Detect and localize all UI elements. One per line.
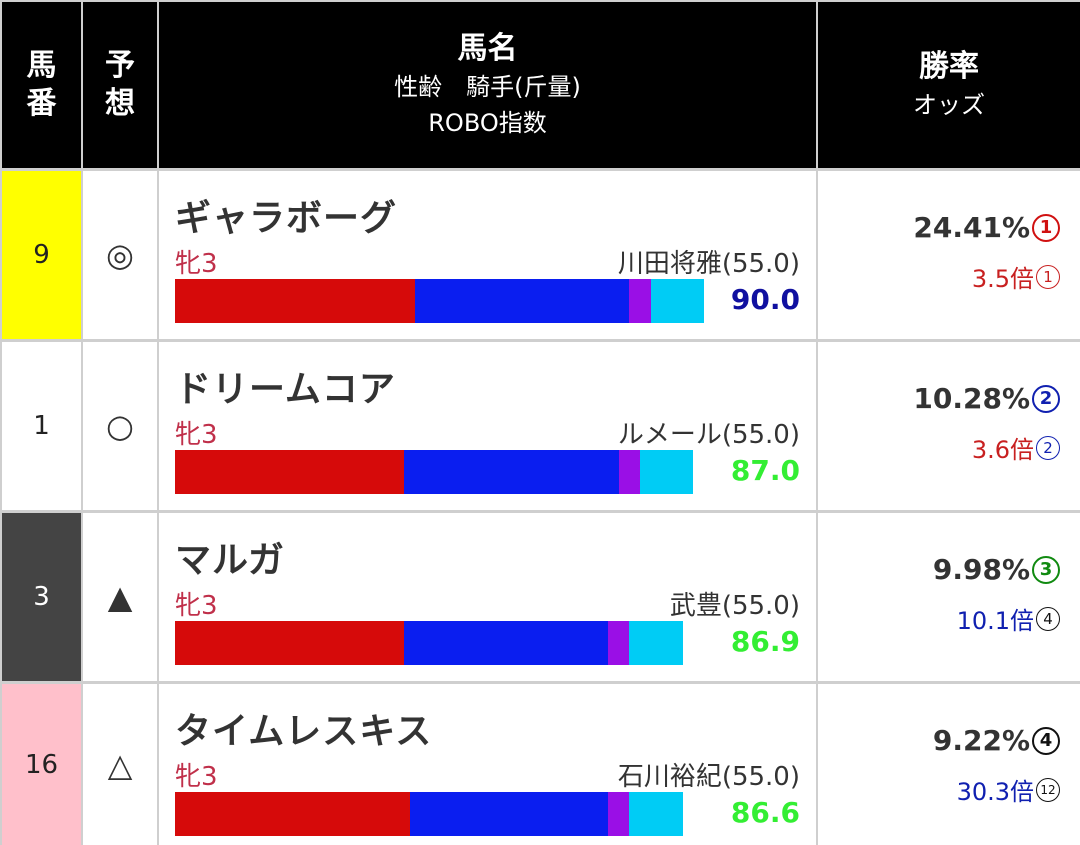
prediction-mark: △ <box>107 745 133 784</box>
horse-number-cell: 3 <box>2 513 81 681</box>
odds-rank-badge: 1 <box>1036 264 1060 289</box>
header-horse-name: 馬名 性齢 騎手(斤量) ROBO指数 <box>159 2 816 168</box>
horse-number-cell: 9 <box>2 171 81 339</box>
header-yoso-char-2: 想 <box>105 86 135 121</box>
jockey-weight: 川田将雅(55.0) <box>617 249 800 279</box>
win-rate-rank-badge: 1 <box>1032 213 1060 242</box>
robo-index-bar <box>175 792 683 836</box>
odds-value: 3.5倍 <box>971 265 1034 293</box>
robo-index-score: 86.9 <box>730 625 800 658</box>
robo-index-bar-segment-3 <box>608 792 629 836</box>
robo-index-bar-segment-3 <box>619 450 640 494</box>
win-rate: 10.28% 2 <box>913 382 1060 415</box>
win-rate: 9.22% 4 <box>933 724 1060 757</box>
win-rate-value: 9.22% <box>932 724 1030 757</box>
prediction-mark: ▲ <box>107 578 133 616</box>
prediction-mark-cell: ○ <box>83 342 157 510</box>
header-umaban-char-2: 番 <box>26 86 57 121</box>
horse-name[interactable]: ドリームコア <box>175 369 396 410</box>
robo-index-bar-segment-3 <box>608 621 629 665</box>
robo-index-bar <box>175 621 683 665</box>
horse-number-cell: 16 <box>2 684 81 845</box>
header-umaban: 馬 番 <box>2 2 81 168</box>
prediction-mark-cell: ▲ <box>83 513 157 681</box>
horse-number: 16 <box>24 749 59 780</box>
robo-index-bar-segment-4 <box>629 621 683 665</box>
horse-name[interactable]: タイムレスキス <box>175 711 433 752</box>
horse-info-cell[interactable]: ドリームコア 牝3 ルメール(55.0) 87.0 <box>159 342 816 510</box>
win-rate-cell: 24.41% 1 3.5倍 1 <box>818 171 1080 339</box>
odds: 10.1倍 4 <box>957 601 1060 636</box>
win-rate-rank-badge: 3 <box>1032 555 1060 584</box>
header-yoso: 予 想 <box>83 2 157 168</box>
sex-age: 牝3 <box>175 249 218 279</box>
horse-info-cell[interactable]: タイムレスキス 牝3 石川裕紀(55.0) 86.6 <box>159 684 816 845</box>
prediction-mark: ◎ <box>106 236 134 274</box>
sex-age: 牝3 <box>175 762 218 792</box>
odds-rank-badge: 2 <box>1036 435 1060 460</box>
prediction-mark-cell: ◎ <box>83 171 157 339</box>
horse-info-cell[interactable]: ギャラボーグ 牝3 川田将雅(55.0) 90.0 <box>159 171 816 339</box>
robo-index-bar-segment-2 <box>404 450 619 494</box>
header-robo-index-label: ROBO指数 <box>428 109 547 137</box>
header-umaban-char-1: 馬 <box>26 48 57 83</box>
robo-index-score: 90.0 <box>730 283 800 316</box>
robo-index-bar-segment-4 <box>640 450 693 494</box>
robo-index-bar <box>175 450 693 494</box>
robo-index-bar <box>175 279 704 323</box>
odds: 3.6倍 2 <box>972 430 1060 465</box>
win-rate-value: 10.28% <box>913 382 1030 415</box>
robo-index-bar-segment-4 <box>629 792 683 836</box>
win-rate-value: 9.98% <box>932 553 1030 586</box>
odds: 30.3倍 12 <box>957 772 1060 807</box>
odds-value: 30.3倍 <box>956 778 1034 806</box>
horse-number: 9 <box>33 240 50 270</box>
win-rate-cell: 9.22% 4 30.3倍 12 <box>818 684 1080 845</box>
horse-name[interactable]: マルガ <box>175 540 285 581</box>
header-yoso-char-1: 予 <box>105 48 135 83</box>
horse-info-cell[interactable]: マルガ 牝3 武豊(55.0) 86.9 <box>159 513 816 681</box>
header-sex-age-jockey-label: 性齢 騎手(斤量) <box>394 73 581 101</box>
win-rate-value: 24.41% <box>913 211 1030 244</box>
win-rate: 24.41% 1 <box>913 211 1060 244</box>
robo-index-bar-segment-2 <box>404 621 608 665</box>
win-rate-rank-badge: 4 <box>1032 726 1060 755</box>
jockey-weight: 武豊(55.0) <box>669 591 800 621</box>
robo-index-bar-segment-2 <box>410 792 608 836</box>
robo-index-bar-segment-2 <box>415 279 629 323</box>
win-rate-cell: 10.28% 2 3.6倍 2 <box>818 342 1080 510</box>
robo-index-bar-segment-4 <box>651 279 704 323</box>
win-rate-rank-badge: 2 <box>1032 384 1060 413</box>
header-odds-label: オッズ <box>913 91 985 119</box>
odds: 3.5倍 1 <box>972 259 1060 294</box>
horse-number-cell: 1 <box>2 342 81 510</box>
header-win-rate: 勝率 オッズ <box>818 2 1080 168</box>
robo-index-score: 87.0 <box>730 454 800 487</box>
odds-value: 10.1倍 <box>956 607 1034 635</box>
odds-rank-badge: 12 <box>1036 777 1060 802</box>
sex-age: 牝3 <box>175 591 218 621</box>
prediction-mark: ○ <box>106 407 134 445</box>
header-horse-name-label: 馬名 <box>457 31 518 66</box>
sex-age: 牝3 <box>175 420 218 450</box>
horse-name[interactable]: ギャラボーグ <box>175 198 398 239</box>
robo-index-bar-segment-1 <box>175 450 404 494</box>
win-rate: 9.98% 3 <box>933 553 1060 586</box>
robo-index-bar-segment-1 <box>175 792 410 836</box>
jockey-weight: ルメール(55.0) <box>617 420 800 450</box>
robo-index-bar-segment-3 <box>629 279 651 323</box>
header-win-rate-label: 勝率 <box>919 49 979 84</box>
prediction-mark-cell: △ <box>83 684 157 845</box>
win-rate-cell: 9.98% 3 10.1倍 4 <box>818 513 1080 681</box>
robo-index-score: 86.6 <box>730 796 800 829</box>
robo-index-bar-segment-1 <box>175 621 404 665</box>
horse-number: 1 <box>33 411 50 441</box>
odds-value: 3.6倍 <box>971 436 1034 464</box>
odds-rank-badge: 4 <box>1036 606 1060 631</box>
horse-number: 3 <box>33 582 50 612</box>
robo-index-bar-segment-1 <box>175 279 415 323</box>
jockey-weight: 石川裕紀(55.0) <box>617 762 800 792</box>
